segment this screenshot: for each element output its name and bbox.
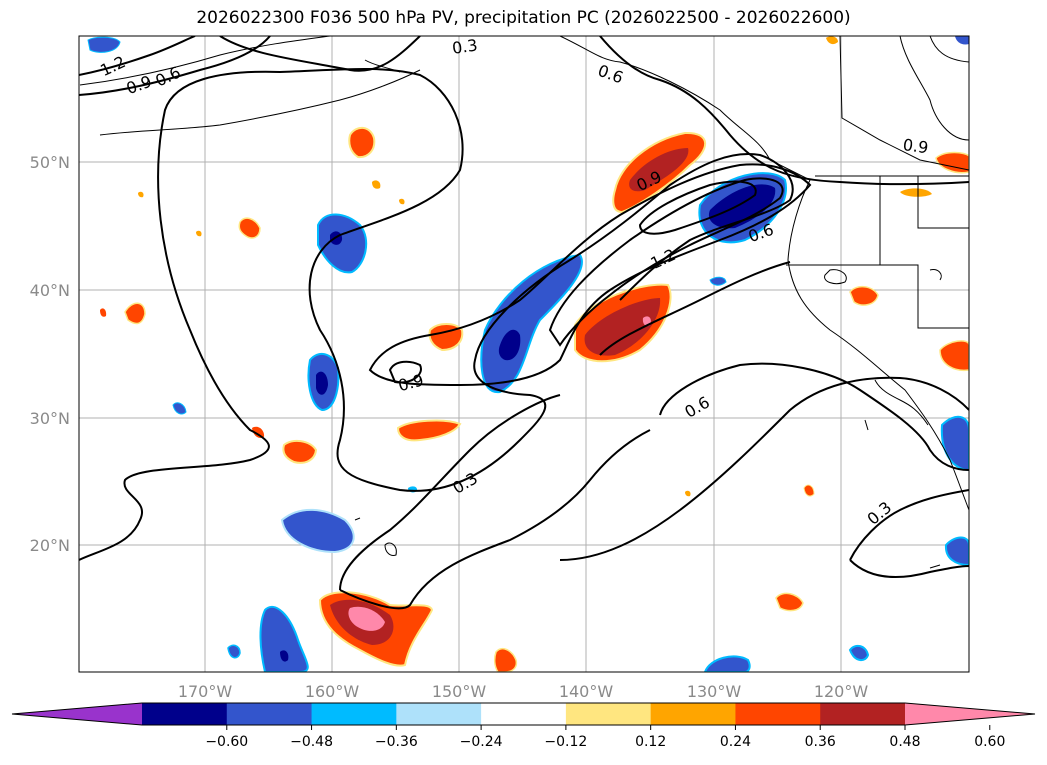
lon-label: 170°W [178,682,233,701]
lat-label: 50°N [30,153,70,172]
latitude-labels: 50°N 40°N 30°N 20°N [30,153,70,555]
colorbar-segment [735,703,821,725]
map-title: 2026022300 F036 500 hPa PV, precipitatio… [196,8,851,28]
colorbar-tick-label: 0.12 [635,734,666,750]
colorbar-segment [565,703,652,725]
map-frame [78,35,970,673]
colorbar-segment [820,703,906,725]
lon-label: 150°W [432,682,487,701]
lon-label: 140°W [559,682,614,701]
colorbar-segment [650,703,736,725]
colorbar-tick-label: 0.24 [720,734,751,750]
colorbar-segment [226,703,313,725]
colorbar: −0.60 −0.48 −0.36 −0.24 −0.12 0.12 0.24 0.36 0.4… [11,702,1036,750]
colorbar-outline [11,702,1036,726]
colorbar-segment [142,703,228,725]
colorbar-extend-min [12,703,142,725]
colorbar-tick-label: −0.36 [375,734,418,750]
lon-label: 130°W [687,682,742,701]
colorbar-segment [481,703,567,725]
lat-label: 40°N [30,281,70,300]
colorbar-tick-label: 0.36 [805,734,836,750]
coastlines [79,36,969,569]
colorbar-tick-label: −0.24 [460,734,503,750]
lon-label: 160°W [305,682,360,701]
colorbar-tick-label: 0.48 [889,734,920,750]
lon-label: 120°W [814,682,869,701]
colorbar-extend-max [905,703,1035,725]
pv-contours [79,36,969,610]
lat-label: 30°N [30,409,70,428]
contour-label: 0.9 [902,135,930,157]
colorbar-tick-label: −0.48 [290,734,333,750]
colorbar-segment [311,703,397,725]
colorbar-tick-label: −0.12 [544,734,587,750]
colorbar-segment [396,703,482,725]
longitude-labels: 170°W 160°W 150°W 140°W 130°W 120°W [178,682,869,701]
colorbar-tick-label: −0.60 [205,734,248,750]
contour-label: 0.3 [451,35,479,57]
lat-label: 20°N [30,536,70,555]
colorbar-tick-label: 0.60 [974,734,1005,750]
